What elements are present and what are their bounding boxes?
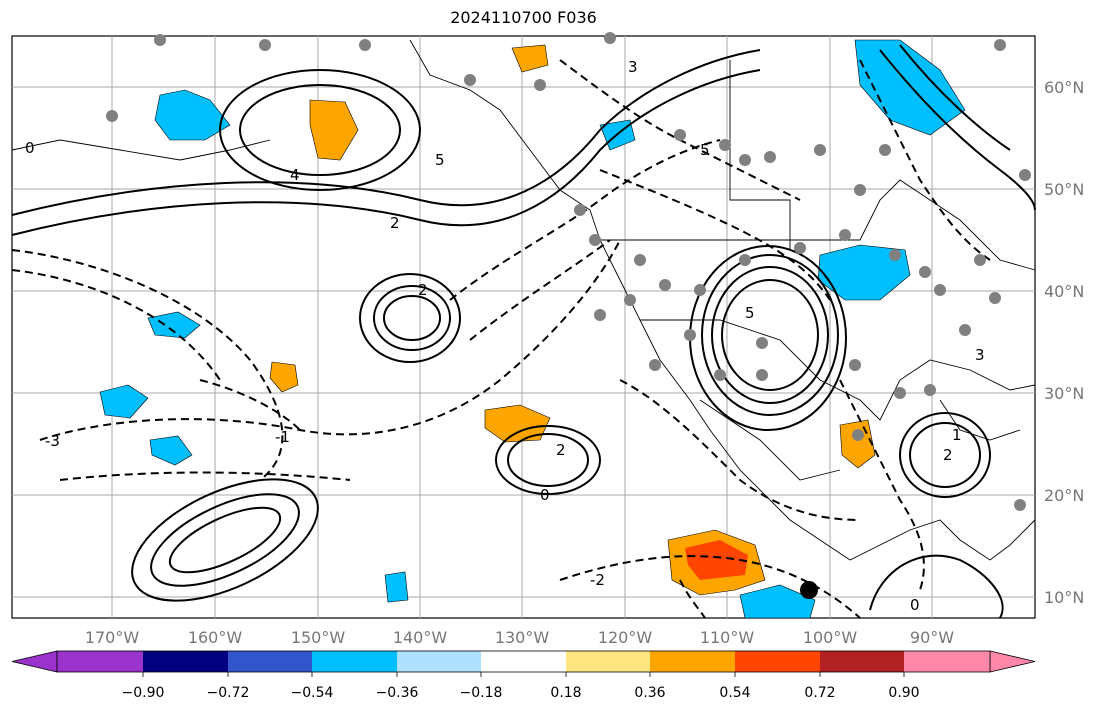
contour-label: 2	[943, 446, 953, 464]
solid-contours	[11, 44, 1036, 619]
lat-tick-label: 40°N	[1044, 282, 1084, 301]
contour-label: 3	[975, 346, 985, 364]
colorbar-segment	[143, 651, 228, 672]
lat-tick-label: 30°N	[1044, 384, 1084, 403]
colorbar-segment	[57, 651, 143, 672]
lon-tick-label: 150°W	[291, 628, 346, 647]
colorbar-tick-label: −0.36	[376, 685, 419, 701]
colorbar-segment	[312, 651, 397, 672]
contour-label: 0	[25, 139, 35, 157]
contour-label: 1	[952, 426, 962, 444]
colorbar-tick-label: 0.18	[550, 685, 581, 701]
colorbar-tick-label: −0.90	[122, 685, 165, 701]
marker-dot	[800, 581, 818, 599]
colorbar-tick-label: 0.36	[634, 685, 665, 701]
lon-tick-label: 90°W	[910, 628, 954, 647]
lon-tick-label: 100°W	[803, 628, 858, 647]
colorbar-tick-label: −0.54	[291, 685, 334, 701]
contour-label: 5	[700, 141, 710, 159]
lon-tick-label: 120°W	[598, 628, 653, 647]
colorbar-segment	[397, 651, 481, 672]
lon-tick-label: 170°W	[85, 628, 140, 647]
lon-tick-label: 160°W	[188, 628, 243, 647]
station-dots	[106, 32, 1031, 511]
contour-label: 3	[628, 58, 638, 76]
lon-tick-label: 140°W	[393, 628, 448, 647]
contour-label: 5	[435, 151, 445, 169]
colorbar-tick-label: 0.90	[888, 685, 919, 701]
colorbar-tick-label: 0.72	[804, 685, 835, 701]
colorbar-tick-label: −0.18	[460, 685, 503, 701]
lat-tick-label: 60°N	[1044, 78, 1084, 97]
contour-label: 4	[290, 166, 300, 184]
longitude-labels: 170°W 160°W 150°W 140°W 130°W 120°W 110°W 100°W…	[85, 628, 954, 647]
contour-label: -2	[590, 571, 605, 589]
lat-tick-label: 10°N	[1044, 588, 1084, 607]
contour-label: -3	[45, 432, 60, 450]
lat-tick-label: 20°N	[1044, 486, 1084, 505]
colorbar-tick-label: −0.72	[207, 685, 250, 701]
lon-tick-label: 110°W	[700, 628, 755, 647]
colorbar: −0.90 −0.72 −0.54 −0.36 −0.18 0.18 0.36 0.54 0.7…	[11, 650, 1036, 701]
colorbar-segment	[820, 651, 904, 672]
dashed-contours	[11, 59, 991, 619]
contour-label: -1	[275, 428, 290, 446]
colorbar-extend-high	[989, 650, 1036, 673]
contour-label: 2	[390, 214, 400, 232]
colorbar-segment	[481, 651, 566, 672]
contour-label: 0	[540, 486, 550, 504]
coastlines	[11, 39, 1036, 561]
colorbar-segment	[735, 651, 820, 672]
latitude-labels: 60°N 50°N 40°N 30°N 20°N 10°N	[1044, 78, 1084, 607]
plot-title: 2024110700 F036	[450, 8, 597, 27]
colorbar-segment	[650, 651, 735, 672]
colorbar-segment	[904, 651, 990, 672]
contour-label: 2	[556, 441, 566, 459]
contour-label: 0	[910, 596, 920, 614]
colorbar-segment	[566, 651, 650, 672]
shaded-patches	[99, 39, 966, 619]
contour-label-group: 5 2 2 2 1 5 4 2 3 -3 -1 -2 0 0 0 3 5	[25, 58, 985, 614]
colorbar-extend-low	[11, 650, 58, 673]
contour-label: 2	[418, 281, 428, 299]
contour-label: 5	[745, 304, 755, 322]
lon-tick-label: 130°W	[495, 628, 550, 647]
colorbar-outline	[56, 650, 991, 673]
lat-tick-label: 50°N	[1044, 180, 1084, 199]
colorbar-tick-label: 0.54	[719, 685, 750, 701]
colorbar-segment	[228, 651, 312, 672]
